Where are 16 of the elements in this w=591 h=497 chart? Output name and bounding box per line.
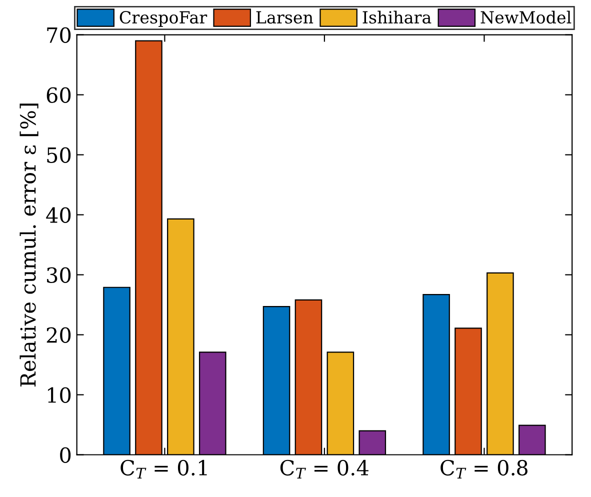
y-tick-label: 20 (46, 327, 71, 343)
y-tick-label: 60 (46, 87, 71, 103)
x-tick-label: C$_{T}$ = 0.4 (280, 460, 368, 479)
y-tick-label: 0 (60, 447, 71, 463)
y-tick-label: 70 (47, 27, 71, 43)
x-tick-label: C$_{T}$ = 0.1 (120, 460, 207, 479)
y-tick-label: 40 (46, 207, 71, 223)
legend-label: CrespoFar (120, 11, 208, 27)
y-tick-label: 30 (47, 267, 71, 283)
legend-label: Larsen (256, 11, 314, 24)
y-tick-label: 50 (47, 147, 71, 163)
legend-label: Ishihara (362, 10, 432, 24)
y-axis-title: Relative cumul. error ε [%] (20, 104, 38, 387)
x-tick-label: C$_{T}$ = 0.8 (440, 460, 528, 479)
y-tick-label: 10 (48, 387, 71, 403)
legend-label: NewModel (480, 10, 572, 24)
